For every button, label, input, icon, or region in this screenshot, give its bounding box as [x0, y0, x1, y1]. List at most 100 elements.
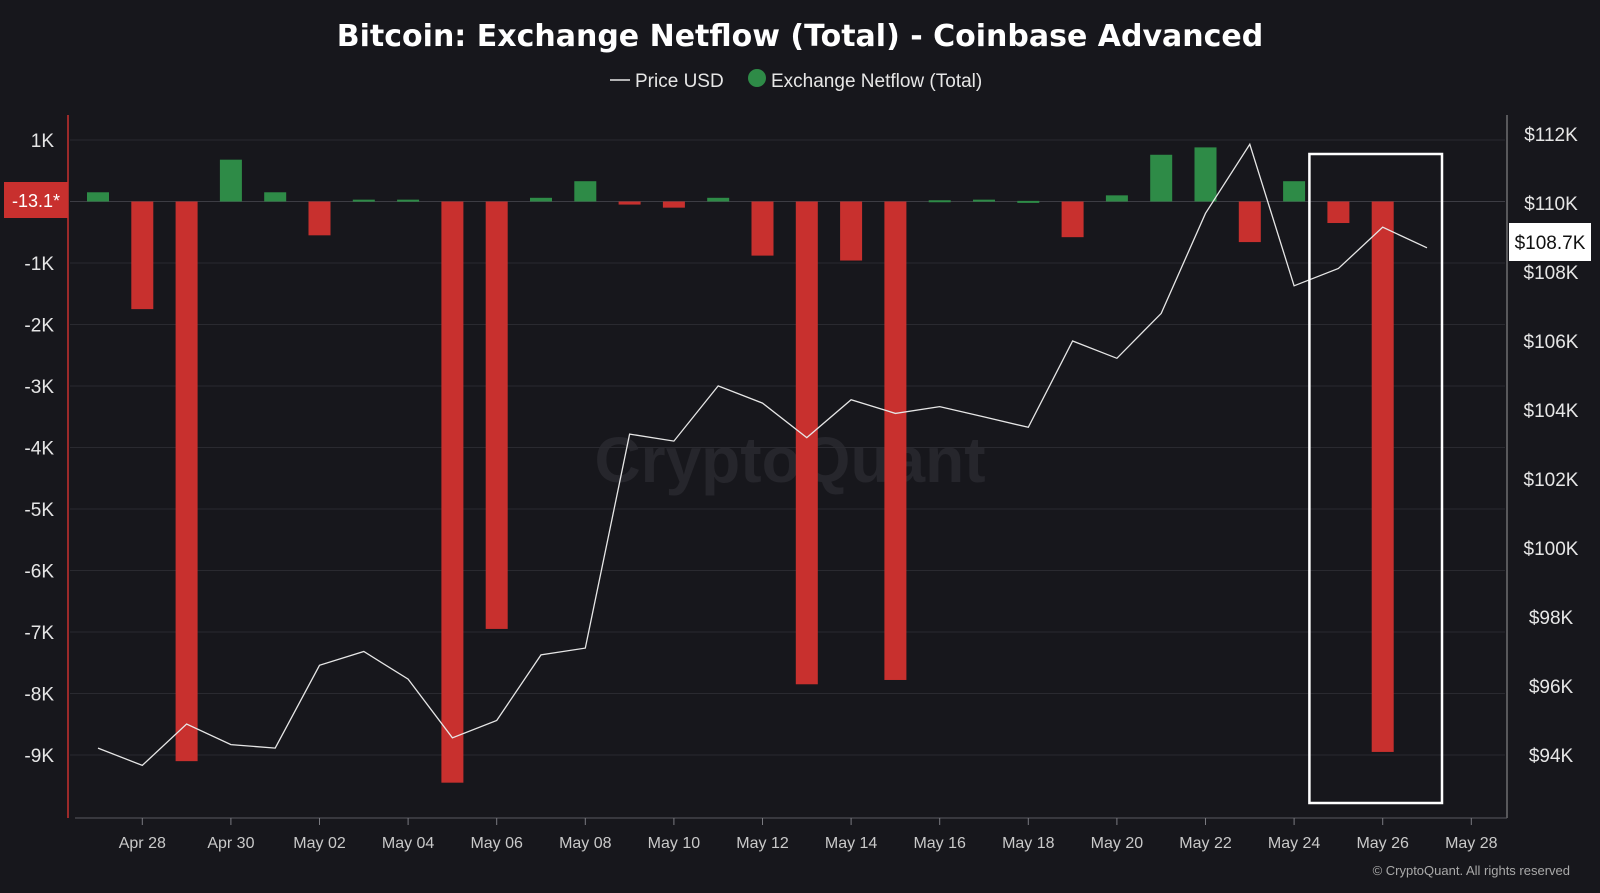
price-point[interactable] — [893, 411, 897, 415]
left-tick-label: -1K — [24, 254, 54, 275]
price-point[interactable] — [982, 415, 986, 419]
right-tick-label: $106K — [1524, 332, 1579, 353]
price-line-group — [96, 142, 1429, 767]
price-point[interactable] — [1292, 284, 1296, 288]
netflow-bar[interactable] — [707, 197, 730, 202]
right-tick-label: $102K — [1524, 470, 1579, 491]
right-tick-label: $96K — [1529, 677, 1574, 698]
price-point[interactable] — [539, 653, 543, 657]
netflow-bar[interactable] — [618, 201, 641, 205]
right-tick-label: $104K — [1524, 401, 1579, 422]
x-tick-label: May 04 — [382, 835, 435, 852]
price-line[interactable] — [97, 142, 1428, 767]
price-point[interactable] — [805, 436, 809, 440]
netflow-bar[interactable] — [397, 199, 420, 202]
netflow-bar[interactable] — [1327, 201, 1350, 224]
price-point[interactable] — [450, 736, 454, 740]
price-point[interactable] — [672, 439, 676, 443]
price-point[interactable] — [96, 746, 100, 750]
netflow-bar[interactable] — [795, 201, 818, 685]
x-tick-label: May 24 — [1268, 835, 1321, 852]
right-tick-label: $100K — [1524, 539, 1579, 560]
price-point[interactable] — [761, 401, 765, 405]
price-point[interactable] — [362, 650, 366, 654]
netflow-bar[interactable] — [973, 199, 995, 202]
netflow-bar[interactable] — [1371, 201, 1394, 752]
x-axis-ticks: Apr 28 Apr 30 May 02 May 04 May 06 May 08 May … — [119, 818, 1498, 852]
right-tick-label: $110K — [1524, 194, 1578, 215]
netflow-bar[interactable] — [441, 201, 464, 783]
highlight-box — [1308, 152, 1444, 805]
legend-price-label[interactable]: Price USD — [635, 71, 724, 92]
x-tick-label: May 16 — [913, 835, 966, 852]
netflow-bar[interactable] — [1150, 154, 1173, 202]
price-point[interactable] — [185, 722, 189, 726]
price-point[interactable] — [628, 432, 632, 436]
left-axis-ticks: 1K -1K -2K -3K -4K -5K -6K -7K -8K -9K — [24, 131, 54, 767]
current-value-right: $108.7K — [1515, 233, 1586, 254]
netflow-bar[interactable] — [1105, 195, 1128, 202]
netflow-bar[interactable] — [1194, 147, 1217, 202]
price-point[interactable] — [273, 746, 277, 750]
netflow-bar[interactable] — [264, 192, 287, 202]
right-axis-ticks: $112K $110K $108K $106K $104K $102K $100K $98K $… — [1524, 125, 1579, 767]
x-tick-label: May 20 — [1091, 835, 1144, 852]
price-point[interactable] — [406, 677, 410, 681]
right-tick-label: $112K — [1524, 125, 1578, 146]
left-tick-label: -9K — [24, 746, 54, 767]
price-point[interactable] — [1026, 425, 1030, 429]
netflow-bar[interactable] — [131, 201, 154, 310]
netflow-bar[interactable] — [840, 201, 863, 261]
netflow-bar[interactable] — [662, 201, 685, 208]
netflow-bar[interactable] — [87, 192, 109, 202]
x-tick-label: May 28 — [1445, 835, 1498, 852]
netflow-bar[interactable] — [219, 159, 242, 202]
price-point[interactable] — [1159, 311, 1163, 315]
watermark: CryptoQuant — [594, 424, 985, 496]
current-value-left-bg — [4, 182, 68, 218]
legend-netflow-label[interactable]: Exchange Netflow (Total) — [771, 71, 982, 92]
price-point[interactable] — [583, 646, 587, 650]
axes — [67, 115, 1508, 819]
legend: Price USD Exchange Netflow (Total) — [610, 69, 982, 92]
current-value-left-badge: -13.1* — [4, 182, 68, 218]
left-tick-label: -8K — [24, 685, 54, 706]
copyright: © CryptoQuant. All rights reserved — [1373, 863, 1570, 878]
price-point[interactable] — [938, 405, 942, 409]
price-point[interactable] — [318, 663, 322, 667]
netflow-bar[interactable] — [1238, 201, 1261, 243]
netflow-bar[interactable] — [1061, 201, 1084, 238]
price-point[interactable] — [1071, 339, 1075, 343]
price-point[interactable] — [716, 384, 720, 388]
price-point[interactable] — [1248, 142, 1252, 146]
netflow-bar[interactable] — [175, 201, 198, 762]
netflow-bar[interactable] — [751, 201, 774, 256]
netflow-bar[interactable] — [485, 201, 508, 629]
price-point[interactable] — [229, 743, 233, 747]
x-tick-label: May 08 — [559, 835, 612, 852]
x-tick-label: May 18 — [1002, 835, 1055, 852]
price-point[interactable] — [1336, 267, 1340, 271]
netflow-bar[interactable] — [308, 201, 331, 236]
price-point[interactable] — [1381, 225, 1385, 229]
price-point[interactable] — [140, 763, 144, 767]
price-point[interactable] — [1115, 356, 1119, 360]
right-tick-label: $94K — [1529, 746, 1574, 767]
netflow-bar[interactable] — [530, 197, 552, 202]
chart-title: Bitcoin: Exchange Netflow (Total) - Coin… — [337, 19, 1263, 54]
netflow-bar[interactable] — [884, 201, 907, 680]
left-tick-label: 1K — [31, 131, 55, 152]
price-point[interactable] — [849, 398, 853, 402]
netflow-bar[interactable] — [1283, 181, 1306, 202]
netflow-bar[interactable] — [1017, 200, 1040, 203]
netflow-bar[interactable] — [574, 181, 597, 202]
price-point[interactable] — [1425, 246, 1429, 250]
left-tick-label: -6K — [24, 562, 54, 583]
netflow-bar[interactable] — [352, 199, 375, 202]
price-point[interactable] — [1204, 211, 1208, 215]
x-tick-label: Apr 30 — [207, 835, 254, 852]
price-point[interactable] — [495, 719, 499, 723]
netflow-bar[interactable] — [928, 200, 951, 203]
